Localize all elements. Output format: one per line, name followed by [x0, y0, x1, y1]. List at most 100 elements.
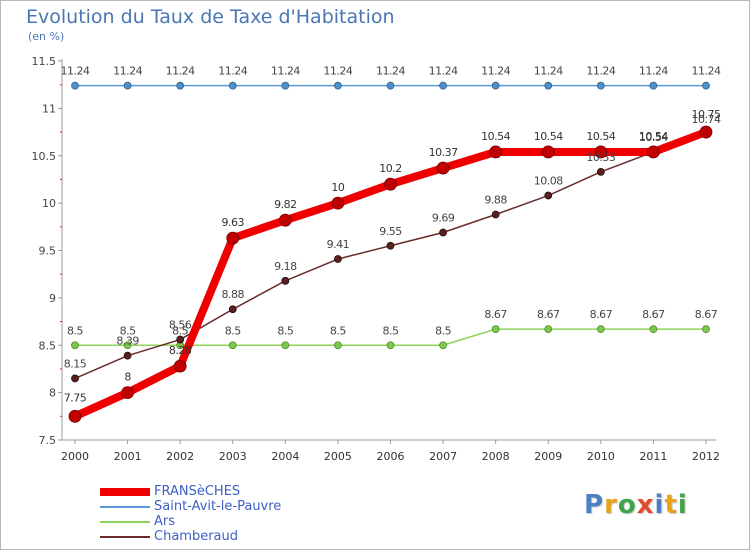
y-tick-label: 11	[42, 102, 56, 115]
data-point	[702, 325, 710, 334]
data-point	[71, 341, 79, 350]
data-label: 8.15	[64, 357, 87, 370]
data-label: 9.63	[222, 216, 245, 229]
data-point	[649, 81, 658, 90]
data-point	[647, 145, 660, 159]
x-tick-label: 2000	[61, 450, 89, 463]
data-label: 8.5	[383, 324, 399, 337]
proxiti-logo: Proxiti	[584, 490, 688, 520]
data-label: 8.5	[330, 324, 346, 337]
x-tick-label: 2010	[587, 450, 615, 463]
data-label: 10.75	[692, 108, 721, 121]
data-label: 11.24	[639, 65, 668, 78]
y-tick-label: 11.5	[32, 55, 57, 68]
data-point	[334, 255, 342, 263]
data-label: 8	[124, 371, 131, 384]
data-point	[123, 81, 132, 90]
logo-letter: P	[584, 490, 605, 520]
data-point	[334, 81, 342, 90]
data-point	[281, 341, 290, 350]
data-label: 10	[331, 181, 344, 194]
x-tick-label: 2004	[271, 450, 299, 463]
data-label: 8.39	[116, 335, 139, 348]
data-label: 10.37	[429, 146, 458, 159]
data-label: 8.5	[277, 324, 293, 337]
data-point	[228, 81, 237, 90]
data-point	[71, 81, 79, 90]
data-label: 10.54	[586, 130, 615, 143]
data-point	[386, 341, 395, 350]
legend-item: Saint-Avit-le-Pauvre	[100, 499, 281, 514]
data-label: 11.24	[586, 65, 615, 78]
data-point	[489, 145, 503, 159]
data-point	[173, 359, 187, 373]
legend: FRANSèCHES Saint-Avit-le-Pauvre Ars Chamber…	[100, 484, 281, 544]
series-lines	[68, 81, 713, 423]
x-tick-label: 2003	[219, 450, 247, 463]
legend-swatch	[100, 505, 150, 508]
data-point	[228, 341, 237, 350]
data-point	[384, 177, 397, 191]
logo-letter: x	[636, 490, 655, 520]
data-point	[278, 213, 292, 227]
data-label: 8.5	[435, 324, 451, 337]
data-label: 11.24	[376, 65, 405, 78]
data-point	[386, 81, 395, 90]
data-point	[596, 167, 605, 176]
legend-swatch	[100, 535, 150, 538]
chart-title: Evolution du Taux de Taxe d'Habitation	[26, 6, 395, 28]
logo-letter: r	[604, 490, 618, 520]
data-point	[439, 81, 447, 90]
y-tick-label: 8	[49, 387, 56, 400]
data-label: 10.54	[481, 130, 510, 143]
data-point	[436, 161, 450, 175]
x-tick-label: 2012	[692, 450, 720, 463]
data-point	[228, 305, 237, 314]
legend-item: FRANSèCHES	[100, 484, 281, 499]
data-label: 8.5	[172, 324, 188, 337]
data-point	[331, 196, 345, 210]
data-label: 11.24	[429, 65, 458, 78]
data-point	[334, 341, 342, 350]
data-point	[121, 386, 134, 400]
data-label: 10.54	[639, 130, 668, 143]
chart-axes: 7.5 8 8.5 9 9.5 10 10.5 11 11.5 2000 2001 2002 2003 2…	[32, 55, 721, 463]
legend-swatch	[100, 520, 150, 523]
data-label: 11.24	[534, 65, 563, 78]
legend-label: Saint-Avit-le-Pauvre	[154, 499, 282, 514]
x-tick-label: 2002	[166, 450, 194, 463]
data-label: 9.41	[327, 238, 350, 251]
data-label: 10.54	[534, 130, 563, 143]
x-tick-label: 2001	[114, 450, 142, 463]
data-labels: 11.24 11.24 11.24 11.24 11.24 11.24 11.24 11.24…	[61, 65, 722, 405]
data-point	[491, 210, 500, 219]
legend-label: Ars	[154, 514, 176, 529]
legend-label: FRANSèCHES	[154, 484, 241, 499]
data-point	[649, 325, 658, 334]
data-label: 11.24	[218, 65, 247, 78]
x-tick-label: 2006	[377, 450, 405, 463]
data-point	[281, 276, 290, 285]
data-point	[544, 191, 553, 200]
chart-subtitle: (en %)	[28, 30, 65, 43]
y-tick-label: 10	[42, 197, 56, 210]
logo-letter: o	[617, 490, 637, 520]
data-point	[544, 81, 553, 90]
data-point	[439, 228, 447, 237]
data-point	[176, 81, 185, 90]
data-point	[226, 231, 240, 245]
x-tick-label: 2007	[429, 450, 457, 463]
data-label: 8.5	[120, 324, 136, 337]
data-point	[596, 81, 605, 90]
data-label: 10.2	[379, 162, 402, 175]
data-point	[123, 351, 132, 360]
data-label: 8.67	[695, 308, 718, 321]
legend-item: Chamberaud	[100, 529, 281, 544]
legend-swatch	[100, 487, 150, 496]
data-point	[491, 325, 500, 334]
x-tick-label: 2008	[482, 450, 510, 463]
data-label: 11.24	[271, 65, 300, 78]
data-label: 11.24	[113, 65, 142, 78]
